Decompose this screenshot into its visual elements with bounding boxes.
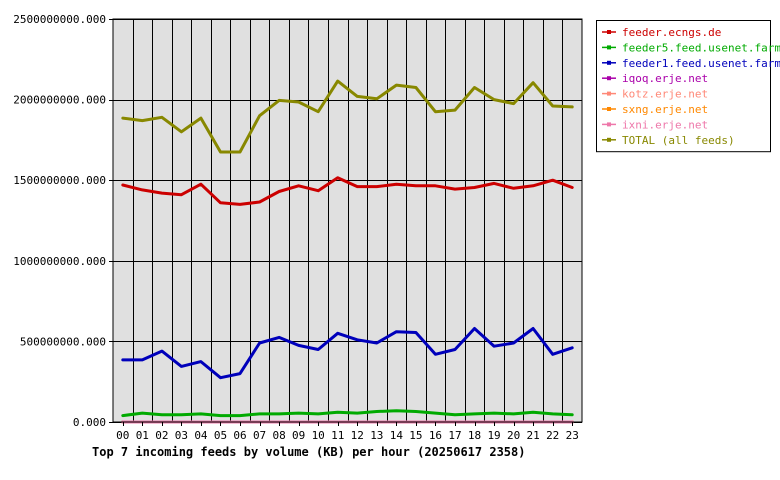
- chart-title: Top 7 incoming feeds by volume (KB) per …: [92, 445, 525, 459]
- legend-marker: [607, 91, 611, 96]
- x-tick-label: 13: [370, 429, 383, 442]
- x-tick-label: 14: [390, 429, 404, 442]
- x-tick-label: 12: [351, 429, 364, 442]
- series-line-1: [121, 409, 574, 418]
- x-tick-label: 07: [253, 429, 266, 442]
- x-tick-label: 08: [272, 429, 285, 442]
- x-tick-label: 00: [116, 429, 129, 442]
- x-tick-label: 22: [546, 429, 559, 442]
- legend-marker: [607, 45, 611, 50]
- x-tick-label: 19: [487, 429, 500, 442]
- x-tick-label: 18: [468, 429, 481, 442]
- legend-label: feeder.ecngs.de: [622, 26, 721, 39]
- x-tick-label: 16: [429, 429, 442, 442]
- y-tick-label: 1500000000.000: [13, 174, 106, 187]
- y-tick-label: 1000000000.000: [13, 255, 106, 268]
- x-tick-label: 04: [194, 429, 208, 442]
- legend-marker: [607, 60, 611, 65]
- x-tick-label: 23: [566, 429, 579, 442]
- legend: feeder.ecngs.de feeder5.feed.usenet.farm f…: [596, 20, 780, 153]
- x-tick-label: 21: [527, 429, 540, 442]
- legend-label: ixni.erje.net: [622, 118, 708, 131]
- series-line-7: [121, 79, 574, 154]
- legend-label: feeder5.feed.usenet.farm: [622, 41, 780, 54]
- plot-frame: [112, 18, 583, 423]
- x-tick-label: 11: [331, 429, 344, 442]
- legend-label: kotz.erje.net: [622, 88, 708, 101]
- legend-label: TOTAL (all feeds): [622, 134, 735, 147]
- x-axis: 00 01 02 03 04 05 06 07 08 09 10 11 12 13 14 15 16 17 18 19…: [116, 422, 579, 442]
- legend-label: iqoq.erje.net: [622, 72, 708, 85]
- legend-label: feeder1.feed.usenet.farm: [622, 57, 780, 70]
- x-tick-label: 10: [312, 429, 325, 442]
- legend-box: [596, 20, 771, 153]
- x-tick-label: 20: [507, 429, 520, 442]
- legend-marker: [607, 122, 611, 127]
- x-tick-label: 02: [155, 429, 168, 442]
- legend-marker: [607, 107, 611, 111]
- y-tick-label: 2500000000.000: [13, 13, 106, 26]
- legend-marker: [607, 76, 611, 81]
- legend-marker: [607, 30, 611, 34]
- plot-area: [113, 19, 582, 422]
- series-line-0: [121, 176, 574, 206]
- x-tick-label: 06: [233, 429, 246, 442]
- legend-label: sxng.erje.net: [622, 103, 708, 116]
- x-tick-label: 03: [175, 429, 188, 442]
- x-tick-label: 15: [409, 429, 422, 442]
- y-tick-label: 500000000.000: [20, 335, 106, 348]
- legend-marker: [607, 137, 611, 142]
- x-tick-label: 05: [214, 429, 227, 442]
- y-tick-label: 0.000: [73, 416, 106, 429]
- y-axis: 0.000 500000000.000 1000000000.000 15000000…: [13, 13, 113, 429]
- y-tick-label: 2000000000.000: [13, 94, 106, 107]
- x-tick-label: 17: [448, 429, 461, 442]
- series-line-2: [121, 327, 574, 380]
- x-tick-label: 01: [136, 429, 149, 442]
- x-tick-label: 09: [292, 429, 305, 442]
